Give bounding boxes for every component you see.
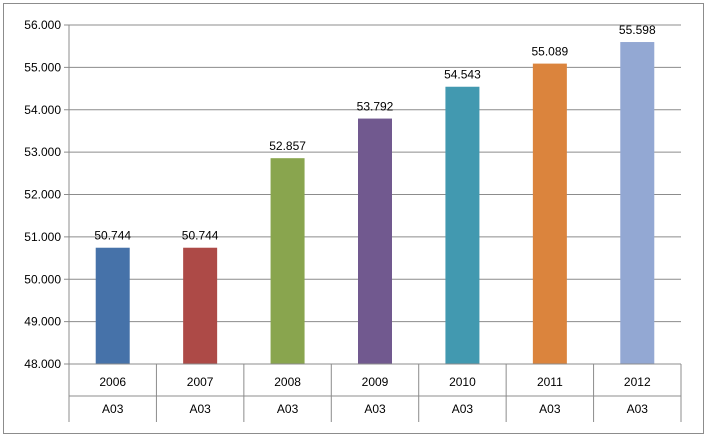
bars: [95, 42, 655, 365]
y-tick-label: 53.000: [24, 145, 61, 159]
data-label-2012: 55.598: [619, 23, 656, 37]
x-subcategory-label: A03: [102, 402, 124, 416]
x-subcategory-label: A03: [277, 402, 299, 416]
y-tick-label: 48.000: [24, 357, 61, 371]
data-labels: 50.744 50.744 52.857 53.792 54.543 55.089 55.5…: [94, 23, 656, 243]
data-label-2010: 54.543: [444, 68, 481, 82]
bar-2007: [183, 247, 218, 364]
bar-2012: [620, 42, 655, 364]
data-label-2011: 55.089: [532, 45, 569, 59]
y-tick-label: 51.000: [24, 230, 61, 244]
x-axis-category-labels: 2006 A03 2007 A03 2008 A03 2009 A03 2010 A03 2011 A…: [99, 375, 651, 416]
x-category-label-2008: 2008: [274, 375, 301, 389]
x-category-label-2010: 2010: [449, 375, 476, 389]
x-category-label-2007: 2007: [187, 375, 214, 389]
data-label-2007: 50.744: [182, 229, 219, 243]
bar-chart: 48.000 49.000 50.000 51.000 52.000 53.000 54.0…: [24, 18, 682, 422]
x-subcategory-label: A03: [539, 402, 561, 416]
y-tick-label: 54.000: [24, 103, 61, 117]
data-label-2006: 50.744: [94, 229, 131, 243]
bar-2010: [445, 86, 480, 365]
y-tick-label: 50.000: [24, 272, 61, 286]
x-category-label-2006: 2006: [99, 375, 126, 389]
x-subcategory-label: A03: [452, 402, 474, 416]
bar-2011: [532, 63, 567, 364]
x-subcategory-label: A03: [364, 402, 386, 416]
x-subcategory-label: A03: [189, 402, 211, 416]
x-category-label-2011: 2011: [537, 375, 563, 389]
x-subcategory-label: A03: [627, 402, 649, 416]
bar-2008: [270, 158, 305, 364]
y-axis-tick-labels: 48.000 49.000 50.000 51.000 52.000 53.000 54.0…: [24, 18, 61, 371]
x-category-label-2009: 2009: [362, 375, 389, 389]
y-tick-label: 49.000: [24, 315, 61, 329]
bar-2009: [358, 118, 392, 365]
y-tick-label: 56.000: [24, 18, 61, 32]
data-label-2009: 53.792: [357, 100, 394, 114]
bar-2006: [95, 247, 130, 364]
x-category-label-2012: 2012: [624, 375, 651, 389]
y-tick-label: 55.000: [24, 60, 61, 74]
axes: [64, 24, 682, 422]
data-label-2008: 52.857: [269, 139, 306, 153]
y-tick-label: 52.000: [24, 188, 61, 202]
chart-frame: 48.000 49.000 50.000 51.000 52.000 53.000 54.0…: [3, 3, 704, 434]
